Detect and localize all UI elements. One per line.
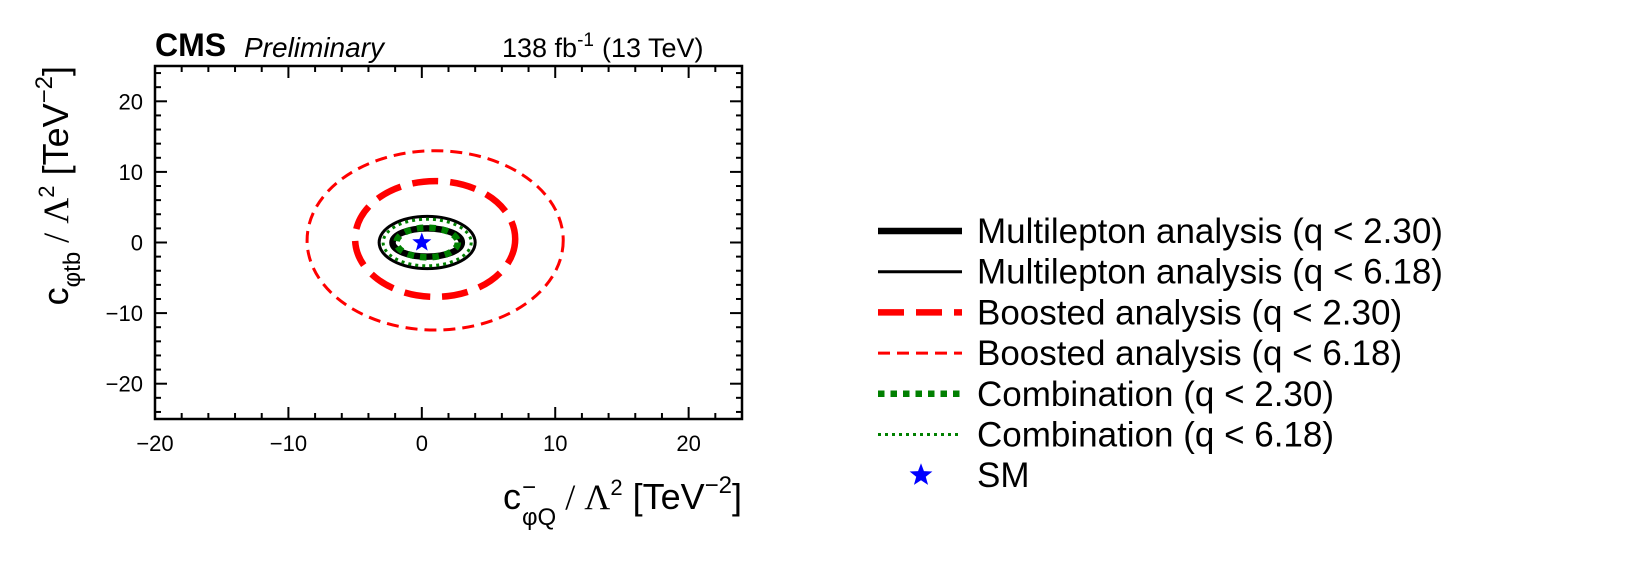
x-axis-title: c− φQ / Λ2 [TeV−2] — [503, 472, 742, 531]
y-axis-title: cφtb / Λ2 [TeV−2] — [31, 66, 86, 305]
tick-labels: −20 −10 0 10 20 −20 −10 0 10 20 — [106, 89, 701, 456]
y-axis-lambda: Λ — [36, 198, 76, 224]
legend-label: Multilepton analysis (q < 2.30) — [977, 212, 1443, 251]
legend-star-icon — [909, 463, 933, 485]
x-tick-label: −20 — [136, 431, 173, 456]
y-axis-separator: / — [36, 224, 76, 252]
luminosity-value: 138 fb — [502, 33, 577, 63]
legend: Multilepton analysis (q < 2.30)Multilept… — [878, 212, 1443, 495]
contour-dotted-thin — [381, 217, 473, 268]
legend-label: Multilepton analysis (q < 6.18) — [977, 253, 1443, 292]
axis-ticks — [154, 66, 743, 419]
x-axis-lambda-power: 2 — [610, 475, 622, 500]
y-axis-unit-close: ] — [35, 66, 76, 76]
y-axis-symbol: c — [35, 287, 76, 305]
contour-dashed-thin — [305, 149, 565, 332]
y-tick-label: 10 — [119, 160, 143, 185]
y-tick-label: 20 — [119, 89, 143, 114]
x-axis-unit-close: ] — [732, 476, 742, 517]
plot-frame — [153, 64, 744, 421]
y-tick-label: −10 — [106, 301, 143, 326]
x-tick-label: 10 — [543, 431, 567, 456]
y-axis-unit: [TeV — [35, 103, 76, 185]
luminosity-exponent: -1 — [577, 30, 594, 51]
y-axis-subscript: φtb — [59, 252, 86, 288]
x-tick-label: 0 — [416, 431, 428, 456]
experiment-label: CMS — [155, 27, 226, 63]
energy-label: (13 TeV) — [602, 33, 704, 63]
y-tick-label: −20 — [106, 372, 143, 397]
legend-label: Boosted analysis (q < 6.18) — [977, 334, 1402, 373]
contour-solid-thin — [377, 214, 477, 271]
x-tick-label: −10 — [270, 431, 307, 456]
contour-layer — [305, 149, 565, 332]
x-tick-label: 20 — [676, 431, 700, 456]
x-axis-unit-power: −2 — [705, 472, 732, 499]
legend-label: Combination (q < 6.18) — [977, 416, 1334, 455]
x-axis-lambda: Λ — [584, 477, 610, 517]
sm-point-star — [412, 232, 432, 251]
legend-label: SM — [977, 456, 1030, 495]
y-axis-unit-power: −2 — [31, 76, 58, 103]
y-axis-lambda-power: 2 — [34, 185, 59, 197]
x-axis-symbol: c — [503, 476, 521, 517]
luminosity-label: 138 fb-1 (13 TeV) — [502, 30, 704, 63]
x-axis-subscript: φQ — [522, 504, 556, 531]
legend-label: Boosted analysis (q < 2.30) — [977, 293, 1402, 332]
legend-label: Combination (q < 2.30) — [977, 375, 1334, 414]
x-axis-unit: [TeV — [623, 476, 705, 517]
x-axis-superscript: − — [522, 474, 536, 501]
marker-layer — [412, 232, 432, 251]
contour-dashed-thick — [351, 177, 519, 301]
status-label: Preliminary — [244, 32, 386, 63]
x-axis-separator: / — [556, 477, 584, 517]
y-tick-label: 0 — [131, 231, 143, 256]
contour-solid-thick — [389, 225, 466, 260]
